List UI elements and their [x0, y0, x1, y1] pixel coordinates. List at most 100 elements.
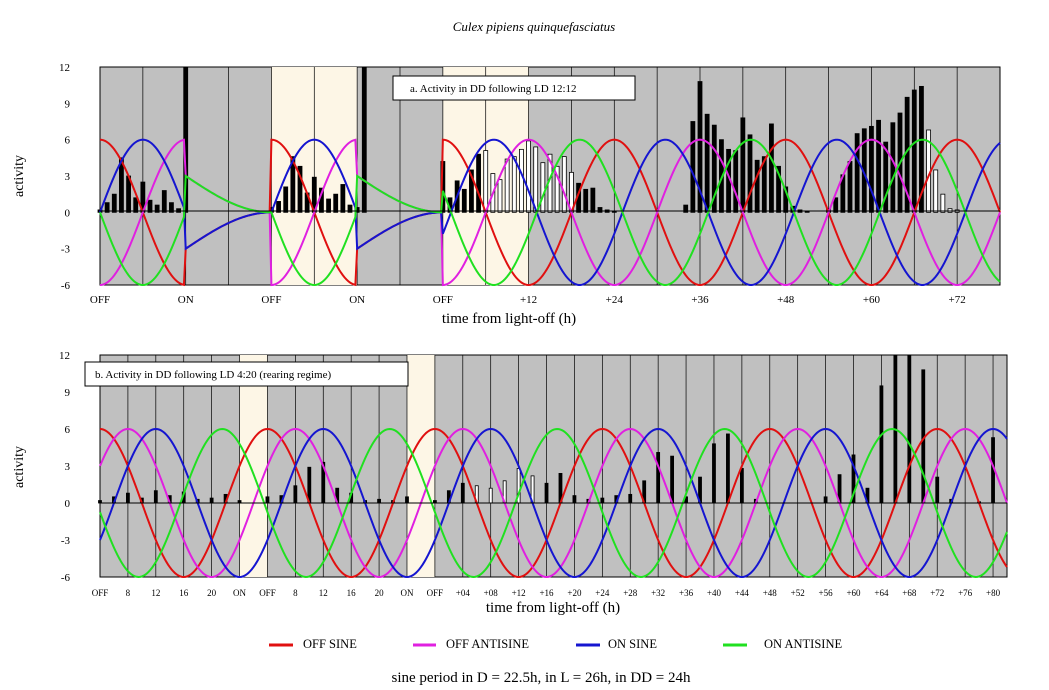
- x-tick-label: +12: [512, 588, 526, 598]
- activity-bar: [347, 204, 353, 213]
- activity-bar: [340, 184, 346, 213]
- x-tick-label: +44: [735, 588, 750, 598]
- activity-bar: [783, 186, 789, 213]
- activity-bar: [169, 202, 174, 213]
- activity-bar: [104, 202, 110, 213]
- activity-bar: [935, 476, 940, 504]
- panel-b: -6 -3 0 3 6 9 12 OFF 8 12 16 20 ON OFF 8 12 16 20 ON OFF +0…: [12, 350, 1008, 616]
- activity-bar: [876, 119, 881, 213]
- activity-bar: [283, 186, 289, 213]
- activity-bar: [540, 162, 546, 213]
- activity-bar: [754, 159, 760, 213]
- y-tick-label: -6: [61, 572, 71, 584]
- x-tick-label: 12: [151, 588, 160, 598]
- x-tick-label: +48: [777, 294, 795, 306]
- x-tick-label: 12: [319, 588, 328, 598]
- activity-bar: [133, 197, 139, 213]
- activity-bar: [704, 113, 710, 213]
- activity-bar: [405, 496, 409, 504]
- panel-b-annotation: b. Activity in DD following LD 4:20 (rea…: [95, 369, 331, 381]
- activity-bar: [919, 85, 924, 213]
- x-tick-label: +64: [874, 588, 889, 598]
- y-tick-label: 12: [59, 350, 70, 362]
- y-tick-label: 0: [65, 207, 71, 219]
- figure-title: Culex pipiens quinquefasciatus: [453, 19, 615, 34]
- activity-bar: [933, 169, 939, 213]
- y-tick-label: -3: [61, 244, 71, 256]
- x-tick-label: OFF: [433, 294, 453, 306]
- legend-label-on-sine: ON SINE: [608, 637, 657, 651]
- x-tick-label: ON: [349, 294, 365, 306]
- activity-bar: [712, 443, 716, 504]
- x-tick-label: 8: [293, 588, 298, 598]
- x-tick-label: OFF: [92, 588, 109, 598]
- activity-bar: [940, 193, 946, 213]
- legend-item-on-sine: ON SINE: [576, 637, 657, 651]
- panel-a-x-ticks: OFF ON OFF ON OFF +12 +24 +36 +48 +60 +72: [90, 294, 966, 306]
- activity-bar: [776, 165, 781, 213]
- x-tick-label: +48: [763, 588, 778, 598]
- activity-bar: [469, 169, 474, 213]
- y-tick-label: 3: [65, 461, 71, 473]
- x-tick-label: OFF: [259, 588, 276, 598]
- y-tick-label: 9: [65, 98, 71, 110]
- activity-bar: [683, 204, 689, 213]
- activity-bar: [488, 487, 493, 504]
- activity-bar: [533, 146, 539, 213]
- activity-bar: [670, 455, 675, 504]
- curve-on-antisine: [99, 138, 1001, 287]
- activity-bar: [747, 134, 753, 213]
- x-tick-label: ON: [233, 588, 246, 598]
- legend-label-off-antisine: OFF ANTISINE: [446, 637, 529, 651]
- legend-item-off-antisine: OFF ANTISINE: [413, 637, 529, 651]
- x-tick-label: ON: [178, 294, 194, 306]
- activity-bar: [600, 497, 605, 504]
- y-tick-label: -6: [61, 280, 71, 292]
- panel-a-x-axis-label: time from light-off (h): [442, 311, 576, 327]
- activity-bar: [265, 496, 270, 504]
- curve-off-antisine: [99, 427, 1008, 579]
- activity-bar: [297, 165, 303, 213]
- x-tick-label: +40: [707, 588, 722, 598]
- activity-bar: [833, 197, 839, 213]
- activity-bar: [733, 150, 739, 213]
- panel-b-sine-curves: [99, 427, 1008, 579]
- activity-bar: [656, 452, 661, 504]
- activity-bar: [161, 190, 167, 213]
- activity-bar: [361, 66, 367, 213]
- panel-a: -6 -3 0 3 6 9 12 OFF ON OFF ON OFF +12 +24 +36 +48 +60 +…: [12, 62, 1001, 327]
- activity-bar: [119, 157, 124, 213]
- panel-b-light-phases: [239, 355, 435, 577]
- activity-bar: [907, 354, 912, 504]
- activity-bar: [597, 207, 603, 213]
- x-tick-label: +24: [595, 588, 610, 598]
- activity-bar: [711, 124, 717, 213]
- x-tick-label: OFF: [90, 294, 110, 306]
- activity-bar: [697, 81, 703, 213]
- activity-bar: [460, 482, 465, 504]
- y-tick-label: 6: [65, 135, 71, 147]
- x-tick-label: +52: [791, 588, 805, 598]
- activity-bar: [561, 156, 567, 213]
- activity-bar: [769, 123, 774, 213]
- activity-bar: [690, 121, 696, 213]
- activity-bar: [511, 156, 517, 213]
- curve-on-antisine: [99, 427, 1008, 579]
- activity-bar: [590, 187, 596, 213]
- activity-bar: [461, 188, 467, 213]
- panel-a-y-axis-label: activity: [12, 155, 27, 197]
- activity-bar: [572, 495, 577, 504]
- panel-a-annotation: a. Activity in DD following LD 12:12: [410, 83, 577, 95]
- activity-bar: [911, 89, 917, 213]
- x-tick-label: +12: [520, 294, 537, 306]
- x-tick-label: +80: [986, 588, 1001, 598]
- panel-b-background: [99, 354, 1008, 578]
- x-tick-label: +28: [623, 588, 638, 598]
- x-tick-label: +72: [930, 588, 944, 598]
- x-tick-label: +32: [651, 588, 665, 598]
- panel-a-annotation-box: [392, 75, 636, 101]
- y-tick-label: 6: [65, 424, 71, 436]
- x-tick-label: OFF: [261, 294, 281, 306]
- y-tick-label: 0: [65, 498, 71, 510]
